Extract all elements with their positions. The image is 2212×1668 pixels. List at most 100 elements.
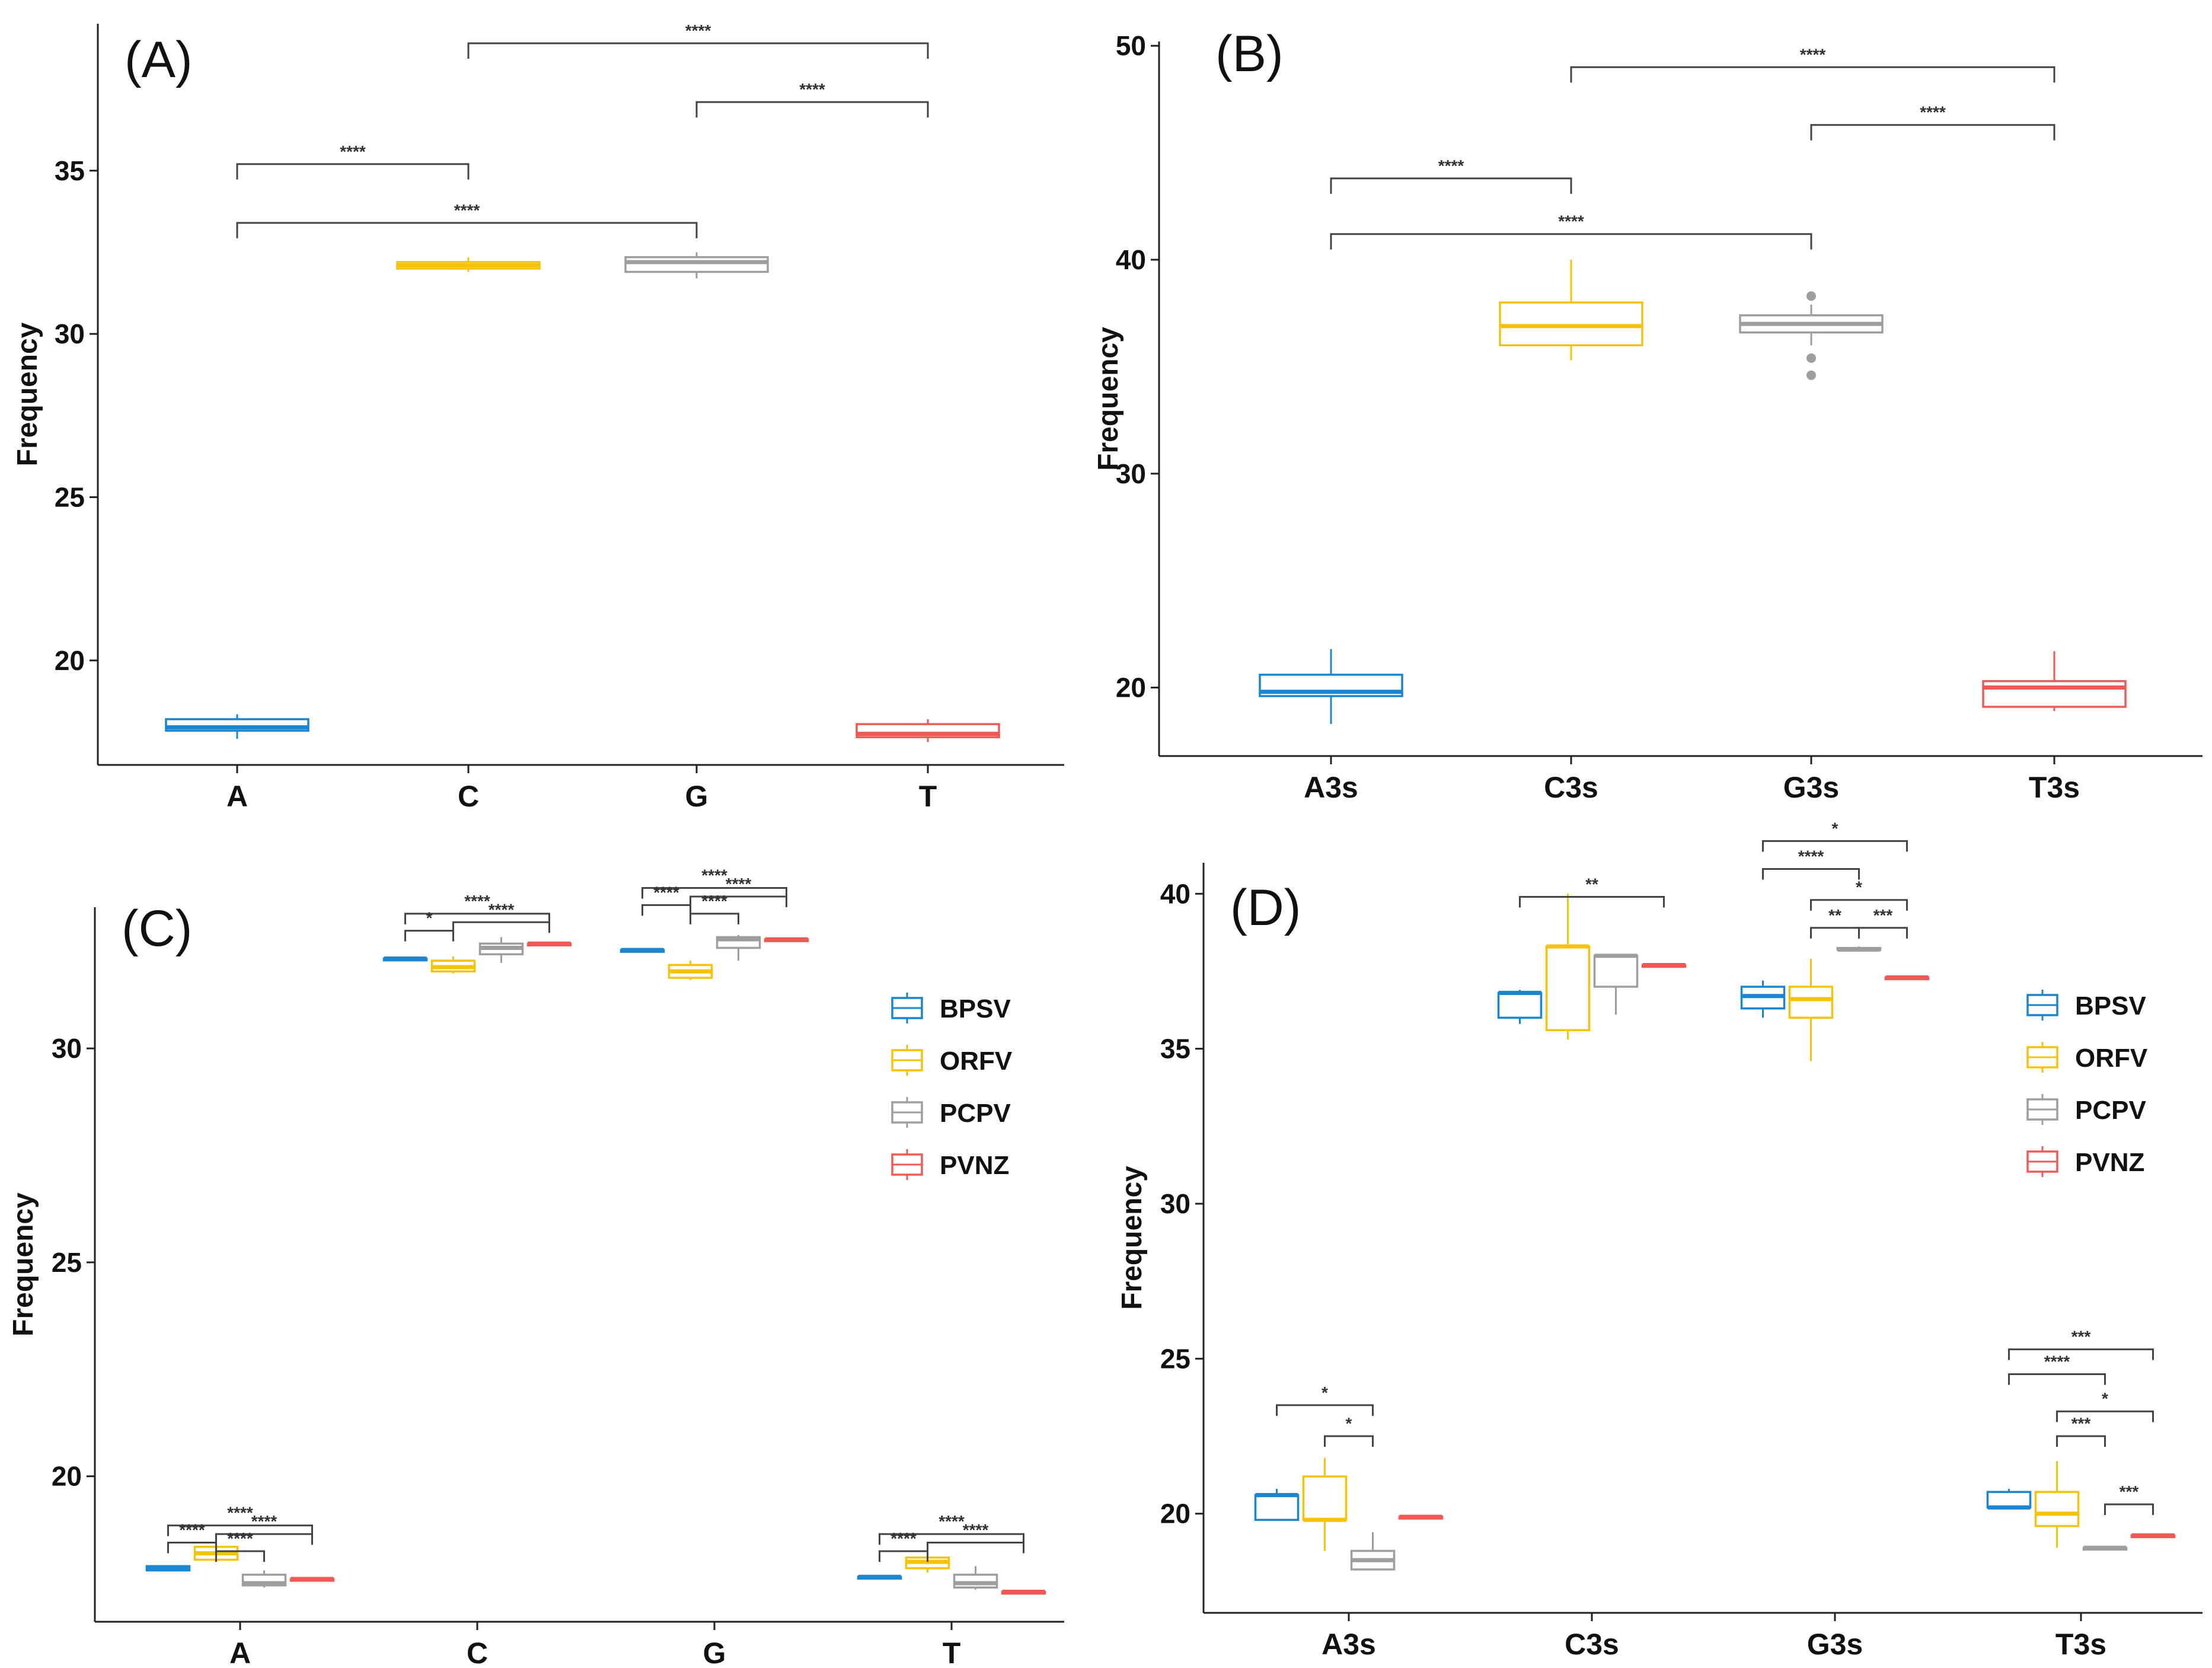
significance-label: **** [227,1504,253,1522]
outlier-point [1806,370,1816,380]
y-tick-label: 20 [55,645,85,676]
significance-label: **** [799,80,825,98]
box-pvnz [1884,975,1930,981]
bracket-line [167,1542,217,1554]
panel-label: (B) [1215,25,1284,82]
significance-bracket: **** [641,866,787,899]
box-orfv [1788,959,1834,1061]
bracket-line [1858,927,1908,939]
bracket-line [1519,896,1665,908]
bracket-line [879,1533,1024,1545]
significance-label: **** [1438,157,1464,175]
significance-bracket: **** [236,201,698,238]
box-pvnz [2130,1533,2176,1539]
x-tick-label: G [685,780,708,813]
box-rect [1254,1494,1300,1521]
bracket-line [1570,66,2055,83]
box-pcpv [716,935,761,961]
significance-label: **** [227,1529,253,1548]
significance-bracket: **** [467,21,929,59]
significance-label: **** [489,900,515,918]
significance-bracket: * [1324,1414,1374,1447]
significance-label: **** [963,1521,989,1539]
y-axis-label: Frequency [1116,1166,1148,1310]
significance-label: **** [939,1512,965,1530]
significance-bracket: **** [695,80,929,118]
panel-label: (D) [1230,879,1301,936]
bracket-line [1810,124,2055,141]
x-tick-label: C [467,1637,488,1668]
box-rect [1302,1475,1348,1521]
x-tick-label: G3s [1807,1628,1863,1661]
x-tick-label: T [919,780,937,813]
box-pvnz [1398,1514,1444,1520]
legend-key-pcpv [891,1097,923,1128]
significance-bracket: **** [236,142,470,180]
y-axis-label: Frequency [12,322,43,466]
box-pcpv [953,1566,998,1590]
significance-bracket: ** [1519,875,1665,908]
box-pcpv [2082,1545,2128,1551]
x-tick-label: A [226,780,248,813]
significance-label: **** [1920,103,1946,122]
significance-label: *** [2071,1414,2091,1433]
box-rect [1499,301,1643,347]
box-bpsv [620,948,665,953]
box-cat-2 [1739,291,1884,380]
legend-key-pvnz [891,1149,923,1180]
bracket-line [1324,1435,1374,1447]
outlier-point [1806,353,1816,363]
bracket-line [927,1542,1024,1554]
legend-key-orfv [891,1045,923,1076]
significance-bracket: **** [1330,157,1572,194]
x-tick-label: C3s [1565,1628,1619,1661]
y-tick-label: 35 [55,155,85,186]
significance-bracket: * [2056,1389,2154,1423]
x-tick-label: C [458,780,479,813]
significance-bracket: * [1276,1383,1374,1416]
bracket-line [1330,177,1572,194]
significance-label: **** [340,142,366,161]
bracket-line [1762,840,1908,852]
box-rect [953,1573,998,1589]
x-tick-label: C3s [1544,771,1598,804]
box-orfv [430,956,476,974]
y-tick-label: 35 [1160,1034,1190,1064]
significance-bracket: *** [2056,1414,2106,1447]
bracket-line [167,1525,313,1536]
significance-label: **** [2044,1353,2070,1371]
bracket-line [1810,899,1908,911]
bracket-line [452,921,550,933]
significance-bracket: **** [404,892,550,924]
bracket-line [236,222,698,238]
bracket-line [2104,1503,2154,1516]
box-orfv [1545,894,1591,1039]
bracket-line [2056,1410,2154,1423]
box-rect [1788,986,1834,1019]
panel-label: (C) [122,900,192,957]
significance-bracket: **** [2008,1353,2106,1385]
significance-label: **** [685,21,711,40]
y-tick-label: 50 [1116,30,1146,61]
box-pvnz [1001,1589,1046,1595]
bracket-line [641,887,787,899]
significance-bracket: * [1762,819,1908,852]
bracket-line [215,1550,265,1562]
significance-bracket: **** [1330,212,1812,250]
significance-bracket: **** [215,1512,313,1545]
significance-bracket: **** [1570,45,2055,83]
significance-label: **** [1800,45,1826,63]
y-tick-label: 20 [1160,1498,1190,1529]
bracket-line [1762,868,1860,880]
bracket-line [2056,1435,2106,1447]
legend-label: PVNZ [2075,1148,2144,1177]
bracket-line [690,913,739,924]
significance-bracket: **** [641,883,691,916]
significance-label: **** [464,892,490,910]
legend-label: BPSV [940,994,1011,1023]
y-tick-label: 30 [1116,458,1146,489]
bracket-line [641,904,691,916]
